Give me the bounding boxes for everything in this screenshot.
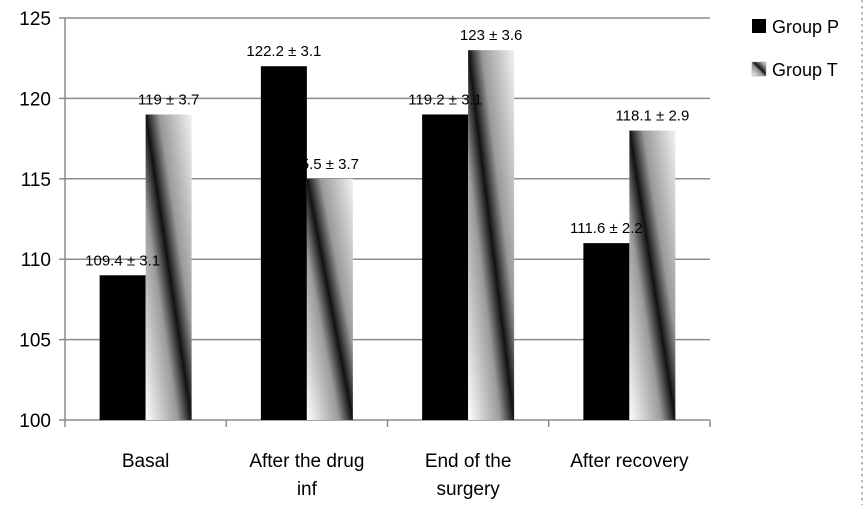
x-category-label: After the drug [249,451,364,472]
x-category-label: Basal [122,451,170,472]
bar-group-p-1 [260,66,307,421]
data-label: 5.5 ± 3.7 [301,156,359,173]
y-tick-label: 105 [19,331,51,352]
legend: Group P Group T [751,17,839,80]
data-label: 111.6 ± 2.2 [570,220,643,237]
data-label: 119 ± 3.7 [138,91,199,108]
bar-group-t-1 [306,178,353,420]
x-category-labels: Basal After the drug inf End of the surgery A… [122,451,689,500]
y-tick-label: 125 [19,9,51,30]
x-category-label: surgery [436,479,500,500]
frame-edge [861,0,863,505]
y-tick-labels: 100 105 110 115 120 125 [19,9,51,432]
x-category-label: End of the [425,451,512,472]
x-category-label: inf [297,479,318,500]
y-tick-label: 110 [21,250,51,271]
bar-group-p-2 [422,114,469,420]
x-category-label: After recovery [570,451,689,472]
y-tick-label: 115 [21,170,51,191]
legend-label: Group P [772,17,839,37]
data-label: 122.2 ± 3.1 [246,43,321,60]
legend-swatch [751,61,767,77]
bar-group-t-2 [468,50,515,420]
bar-group-t-0 [145,114,192,420]
y-tick-label: 100 [19,411,51,432]
bar-group-t-3 [629,130,676,420]
bar-group-p-3 [583,243,630,420]
bars [99,50,676,421]
legend-label: Group T [772,60,838,80]
data-label: 118.1 ± 2.9 [615,108,689,125]
data-label: 119.2 ± 3.1 [408,91,482,108]
data-label: 123 ± 3.6 [460,27,522,44]
legend-swatch [752,19,766,33]
bar-group-p-0 [99,275,146,420]
data-labels: 109.4 ± 3.1 119 ± 3.7 122.2 ± 3.1 5.5 ± 3.7… [85,27,689,269]
y-tick-label: 120 [19,89,51,110]
data-label: 109.4 ± 3.1 [85,252,160,269]
